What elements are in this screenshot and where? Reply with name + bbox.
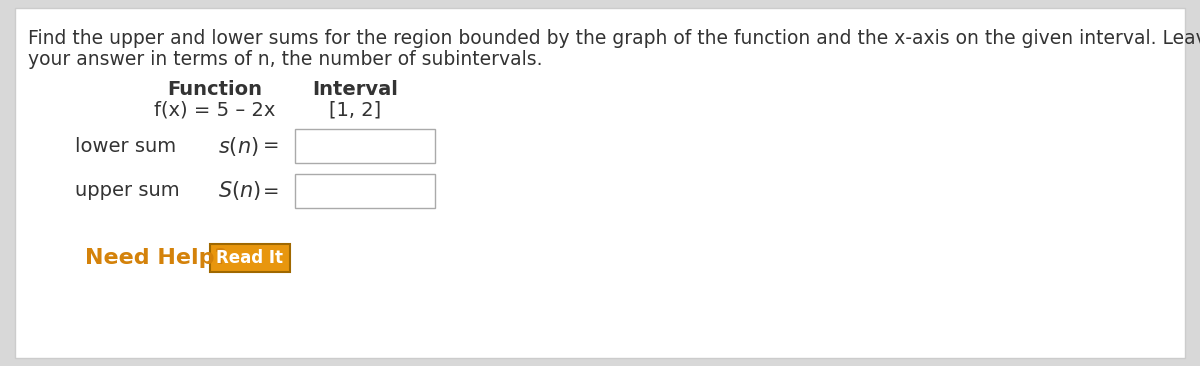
Text: $S(n)$: $S(n)$ [218, 179, 260, 202]
FancyBboxPatch shape [295, 129, 436, 163]
Text: Need Help?: Need Help? [85, 248, 227, 268]
Text: upper sum: upper sum [74, 182, 180, 201]
Text: Find the upper and lower sums for the region bounded by the graph of the functio: Find the upper and lower sums for the re… [28, 29, 1200, 48]
FancyBboxPatch shape [295, 174, 436, 208]
Text: [1, 2]: [1, 2] [329, 101, 382, 120]
FancyBboxPatch shape [210, 244, 290, 272]
Text: your answer in terms of n, the number of subintervals.: your answer in terms of n, the number of… [28, 50, 542, 69]
Text: =: = [263, 182, 280, 201]
Text: Read It: Read It [216, 249, 283, 267]
Text: Function: Function [168, 80, 263, 99]
Text: =: = [263, 137, 280, 156]
Text: f(x) = 5 – 2x: f(x) = 5 – 2x [155, 101, 276, 120]
FancyBboxPatch shape [14, 8, 1186, 358]
Text: $s(n)$: $s(n)$ [218, 134, 259, 157]
Text: lower sum: lower sum [74, 137, 176, 156]
Text: Interval: Interval [312, 80, 398, 99]
